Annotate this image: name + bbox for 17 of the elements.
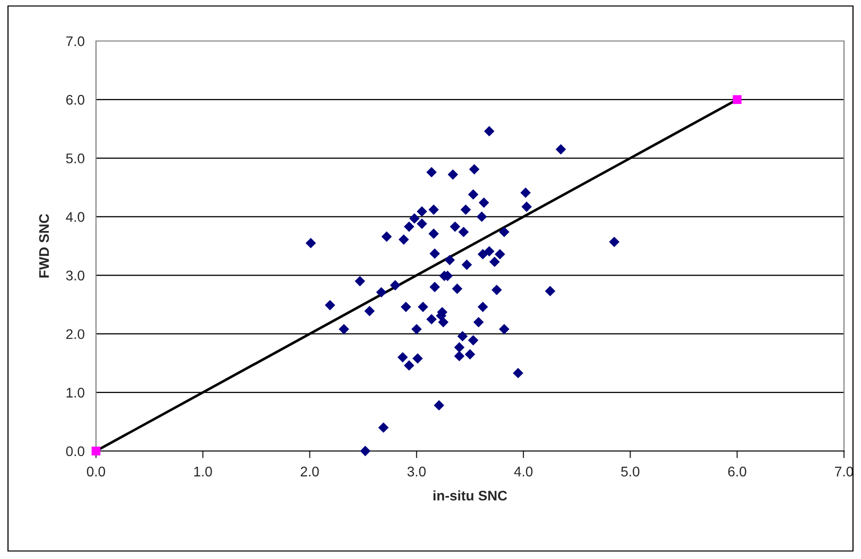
x-tick-label: 2.0	[300, 466, 319, 476]
y-tick-label: 5.0	[66, 153, 84, 164]
x-tick-label: 1.0	[194, 466, 212, 476]
y-axis-title: FWD SNC	[39, 214, 49, 278]
y-tick-label: 3.0	[66, 270, 84, 280]
y-tick-label: 1.0	[66, 388, 84, 398]
y-tick-label: 7.0	[66, 36, 84, 46]
y-tick-label: 2.0	[66, 329, 84, 340]
x-tick-label: 0.0	[86, 466, 106, 476]
x-tick-label: 4.0	[514, 466, 533, 476]
x-tick-label: 3.0	[407, 466, 426, 476]
x-tick-label: 6.0	[728, 466, 746, 476]
x-axis-title: in-situ SNC	[434, 490, 508, 501]
x-tick-label: 5.0	[621, 466, 640, 476]
y-tick-label: 6.0	[66, 94, 84, 105]
y-tick-label: 0.0	[66, 446, 84, 456]
y-tick-label: 4.0	[66, 212, 84, 222]
